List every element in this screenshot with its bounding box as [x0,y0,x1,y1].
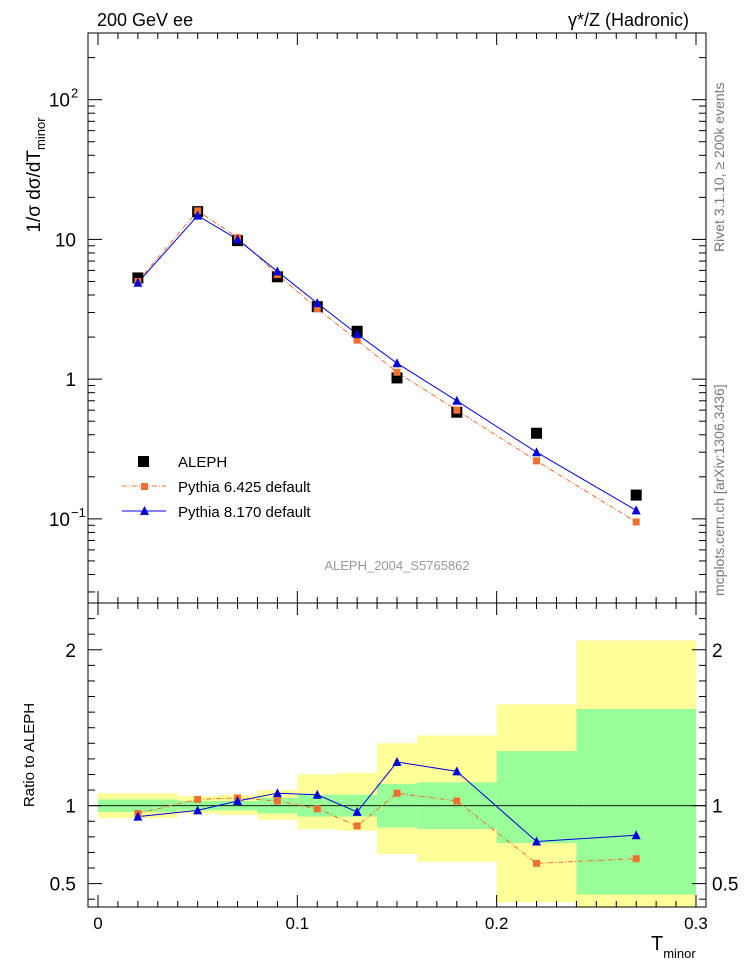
main-pythia8-point [532,447,542,457]
main-pythia8-point [312,298,322,308]
main-pythia6-point [353,336,361,344]
main-ytick-label: 1 [65,370,76,391]
main-pythia6-line [137,210,637,523]
main-pythia8-point [133,277,143,287]
ratio-ytick-label: 2 [65,641,76,662]
ratio-pythia8-point [532,836,542,846]
ratio-pythia6-point [632,855,640,863]
band-inner-8 [496,751,577,844]
main-pythia6-point [313,305,321,313]
ratio-pythia6-line [137,792,637,864]
svg-text:1/σ dσ/dTminor: 1/σ dσ/dTminor [24,117,48,233]
ratio-pythia8-point [392,757,402,767]
ratio-bands [98,640,696,907]
ratio-pythia6-point [353,822,361,830]
main-ylabel-text: 1/σ dσ/dT [24,150,45,233]
ratio-ytick-label: 1 [65,797,76,818]
ratio-pythia8-point [133,811,143,821]
main-pythia6-point [453,406,461,414]
main-pythia8-point [193,210,203,220]
main-data-point [531,427,543,439]
legend-marker-pythia8 [140,506,149,515]
main-data-point [391,372,403,384]
mcplots-label: mcplots.cern.ch [arXiv:1306.3436] [711,384,727,596]
ratio-pythia6-point [194,795,202,803]
main-pythia6-point [632,518,640,526]
legend-label-aleph: ALEPH [178,454,227,471]
ratio-pythia8-point [352,806,362,816]
legend-entry-pythia6: Pythia 6.425 default [122,479,311,496]
ratio-ytick-label-right: 1 [712,797,723,818]
main-ytick-label: 10 [49,91,70,112]
ratio-pythia6-point [393,789,401,797]
main-pythia8-point [392,358,402,368]
ratio-ytick-label-right: 0.5 [712,875,738,896]
ratio-pythia8-point [631,830,641,840]
xlabel: Tminor [651,933,696,961]
main-pythia8-point [352,329,362,339]
ratio-pythia8-point [452,766,462,776]
main-pythia8-line [137,214,637,511]
x-tick-label: 0.3 [684,914,708,933]
title-right: γ*/Z (Hadronic) [568,10,689,30]
main-series [132,206,642,526]
main-pythia6-point [533,457,541,465]
ratio-pythia8-line [137,761,637,843]
main-pythia8-point [631,505,641,515]
main-data-point [630,489,642,501]
main-pythia8-point [272,266,282,276]
title-left: 200 GeV ee [97,10,193,30]
legend: ALEPH Pythia 6.425 default Pythia 8.170 … [122,454,311,521]
x-tick-label: 0 [93,914,102,933]
x-tick-label: 0.1 [286,914,310,933]
ratio-pythia6-point [533,859,541,867]
xlabel-sub: minor [663,946,696,961]
main-pythia8-point [233,234,243,244]
main-pythia6-point [393,368,401,376]
legend-entry-aleph: ALEPH [138,454,227,471]
main-ytick-label-exp: −1 [71,505,86,520]
legend-marker-aleph [138,456,149,467]
main-ylabel-sub: minor [33,117,48,150]
ratio-pythia6-point [453,797,461,805]
ratio-pythia8-point [193,805,203,815]
band-inner-9 [576,709,696,895]
ratio-series [133,757,641,867]
main-ylabel: 1/σ dσ/dTminor [24,117,48,233]
main-ytick-label: 10 [55,230,76,251]
ratio-ylabel: Ratio to ALEPH [21,703,38,807]
main-ytick-label-exp: 2 [71,86,78,101]
legend-label-pythia6: Pythia 6.425 default [178,479,311,496]
main-pythia8-point [452,395,462,405]
ratio-pythia8-point [312,789,322,799]
ratio-pythia6-point [313,805,321,813]
legend-label-pythia8: Pythia 8.170 default [178,504,311,521]
ratio-ytick-label: 0.5 [50,875,76,896]
ratio-ytick-label-right: 2 [712,641,723,662]
xlabel-text: T [651,933,663,955]
legend-marker-pythia6 [141,483,148,490]
ratio-pythia8-point [233,795,243,805]
analysis-label: ALEPH_2004_S5765862 [324,558,469,573]
x-tick-label: 0.2 [485,914,509,933]
legend-entry-pythia8: Pythia 8.170 default [122,504,311,521]
main-ytick-label: 10 [49,510,70,531]
ratio-pythia6-point [273,797,281,805]
rivet-label: Rivet 3.1.10, ≥ 200k events [711,82,727,252]
ratio-pythia8-point [272,788,282,798]
